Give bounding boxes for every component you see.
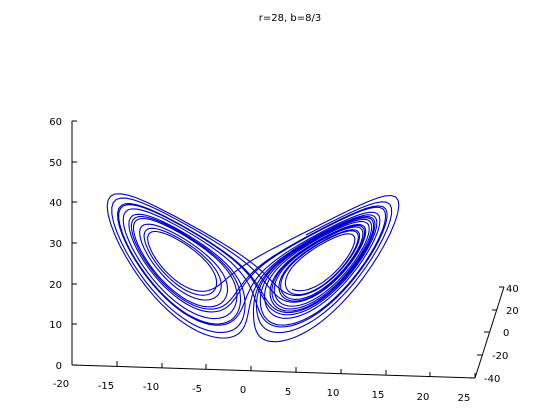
x-tick-label: 25 bbox=[458, 393, 471, 404]
x-tick-label: -10 bbox=[143, 382, 159, 393]
x-tick-label: -20 bbox=[53, 379, 69, 390]
z-tick: 0 bbox=[56, 361, 77, 372]
x-tick-label: 5 bbox=[285, 387, 291, 398]
y-tick: 20 bbox=[492, 306, 519, 317]
chart-title: r=28, b=8/3 bbox=[259, 13, 321, 24]
x-tick-label: 0 bbox=[240, 385, 246, 396]
x-tick: 25 bbox=[458, 373, 476, 404]
y-tick: -20 bbox=[477, 351, 508, 362]
y-axis-line bbox=[474, 286, 505, 379]
z-tick-label: 0 bbox=[56, 361, 62, 372]
x-tick: 5 bbox=[285, 367, 297, 398]
x-tick-label: -15 bbox=[98, 381, 114, 392]
z-tick-label: 60 bbox=[49, 117, 62, 128]
x-tick-label: -5 bbox=[192, 384, 202, 395]
y-tick: 40 bbox=[499, 284, 519, 295]
x-tick-label: 15 bbox=[372, 390, 385, 401]
x-tick-label: 10 bbox=[327, 388, 340, 399]
x-tick-label: 20 bbox=[417, 392, 430, 403]
y-tick: 0 bbox=[484, 328, 509, 339]
x-tick: -20 bbox=[53, 360, 73, 390]
z-tick: 60 bbox=[49, 117, 77, 128]
y-tick: -40 bbox=[470, 374, 500, 385]
x-tick: -15 bbox=[98, 361, 118, 392]
z-tick-label: 20 bbox=[49, 280, 62, 291]
z-tick: 50 bbox=[49, 158, 77, 169]
x-axis-line bbox=[71, 364, 476, 379]
z-tick-label: 40 bbox=[49, 198, 62, 209]
z-tick-label: 10 bbox=[49, 320, 62, 331]
x-tick: 10 bbox=[327, 369, 342, 399]
x-tick: -5 bbox=[192, 364, 207, 395]
x-tick: 15 bbox=[372, 370, 387, 401]
y-tick-label: 40 bbox=[506, 284, 519, 295]
z-tick: 20 bbox=[49, 280, 77, 291]
x-tick: 20 bbox=[417, 372, 431, 403]
x-tick: -10 bbox=[143, 363, 163, 393]
z-tick: 30 bbox=[49, 239, 77, 250]
z-tick: 40 bbox=[49, 198, 77, 209]
x-tick: 0 bbox=[240, 366, 252, 396]
z-tick-label: 50 bbox=[49, 158, 62, 169]
y-tick-label: 20 bbox=[506, 306, 519, 317]
trajectory-line bbox=[106, 193, 400, 343]
y-tick-label: -40 bbox=[484, 374, 500, 385]
z-tick-label: 30 bbox=[49, 239, 62, 250]
z-tick: 10 bbox=[49, 320, 77, 331]
y-tick-label: -20 bbox=[492, 351, 508, 362]
y-tick-label: 0 bbox=[503, 328, 509, 339]
